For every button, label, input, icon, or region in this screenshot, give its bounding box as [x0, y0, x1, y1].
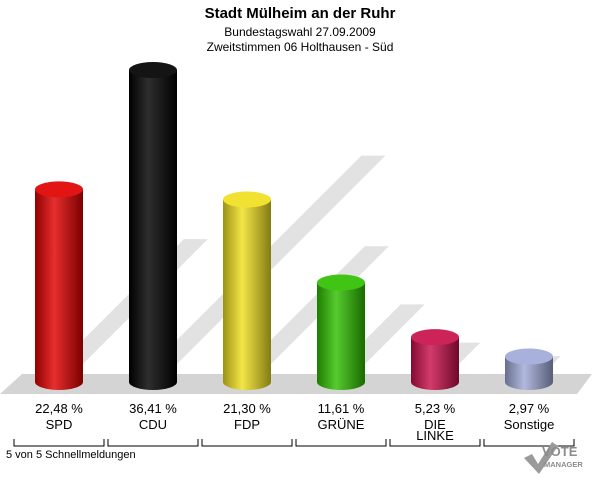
- bar-top: [35, 181, 83, 198]
- bar-die-linke: [411, 329, 459, 390]
- bar-top: [129, 62, 177, 78]
- chart-title: Stadt Mülheim an der Ruhr: [204, 5, 396, 22]
- bar-cdu: [129, 62, 177, 390]
- logo-vote: VOTE: [542, 444, 578, 459]
- category-label: DIE: [424, 417, 446, 432]
- value-label: 11,61 %: [318, 401, 365, 416]
- bar-shadows: [49, 155, 561, 374]
- category-bracket: [107, 439, 199, 447]
- category-label: Sonstige: [504, 417, 555, 432]
- vote-manager-logo: VOTE MANAGER: [524, 442, 583, 474]
- value-label: 2,97 %: [509, 401, 550, 416]
- chart-subtitle-district: Zweitstimmen 06 Holthausen - Süd: [206, 40, 394, 54]
- bar-body: [35, 189, 83, 390]
- logo-manager: MANAGER: [544, 460, 583, 469]
- value-label: 21,30 %: [223, 401, 271, 416]
- bar-spd: [35, 181, 83, 390]
- category-label: CDU: [139, 417, 167, 432]
- bar-gr-ne: [317, 274, 365, 390]
- bar-sonstige: [505, 348, 553, 390]
- value-label: 22,48 %: [35, 401, 83, 416]
- category-bracket: [389, 439, 481, 447]
- bar-top: [505, 348, 553, 365]
- checkmark-icon: [524, 442, 558, 474]
- category-bracket: [295, 439, 387, 447]
- category-bracket: [483, 439, 575, 447]
- bar-body: [411, 337, 459, 390]
- bar-top: [317, 274, 365, 291]
- category-label: LINKE: [416, 428, 454, 443]
- category-label: FDP: [234, 417, 260, 432]
- bar-top: [411, 329, 459, 346]
- bar-top: [223, 191, 271, 208]
- chart-subtitle-election: Bundestagswahl 27.09.2009: [224, 25, 376, 39]
- category-label: GRÜNE: [318, 417, 365, 432]
- category-bracket: [201, 439, 293, 447]
- bar-fdp: [223, 191, 271, 390]
- bar-body: [129, 70, 177, 390]
- bar-body: [317, 282, 365, 390]
- bar-body: [223, 199, 271, 390]
- labels: 22,48 %SPD 36,41 %CDU 21,30 %FDP 11,61 %GRÜ…: [13, 401, 575, 447]
- value-label: 5,23 %: [415, 401, 456, 416]
- reporting-status: 5 von 5 Schnellmeldungen: [6, 449, 136, 461]
- category-bracket: [13, 439, 105, 447]
- value-label: 36,41 %: [129, 401, 177, 416]
- category-label: SPD: [46, 417, 73, 432]
- chart-floor: [0, 374, 592, 394]
- bar-body: [505, 356, 553, 390]
- bars: [35, 62, 553, 390]
